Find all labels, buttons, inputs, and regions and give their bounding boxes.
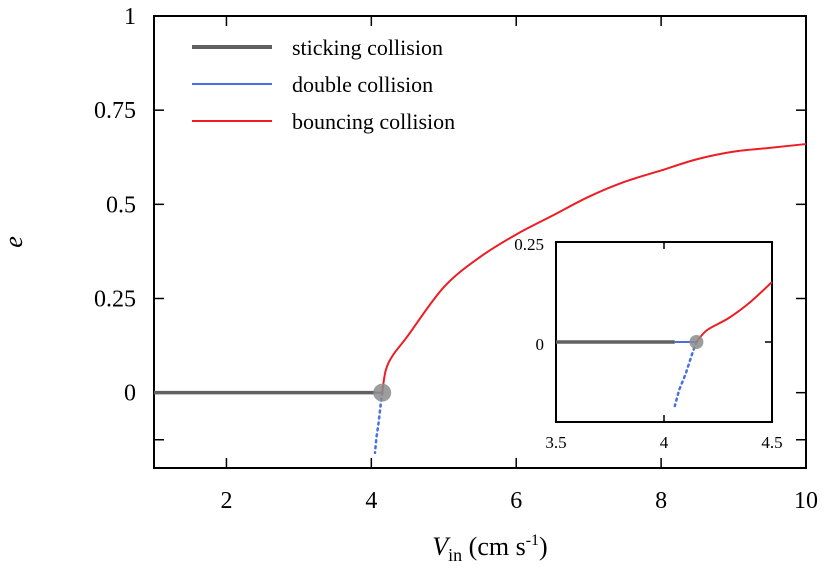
main-x-tick-label: 2	[220, 488, 232, 514]
main-series	[154, 143, 807, 455]
inset-series-double-collision-dotted-branch	[673, 340, 698, 408]
main-y-tick-label: 0	[124, 381, 136, 407]
inset-series	[556, 281, 773, 408]
main-x-tick-label: 8	[655, 488, 667, 514]
main-x-tick-label: 10	[794, 488, 818, 514]
main-y-tick-label: 0.25	[94, 287, 136, 313]
main-series-double-collision-dotted-branch	[373, 391, 384, 455]
main-plot-frame	[153, 15, 807, 469]
main-x-tick-label: 6	[510, 488, 522, 514]
main-critical-point-marker	[373, 383, 392, 402]
inset-y-tick-label: 0	[536, 335, 545, 354]
inset-y-tick-label: 0.25	[514, 235, 544, 254]
inset-frame	[555, 241, 773, 423]
inset-series-bouncing-collision	[695, 281, 773, 343]
main-series-bouncing-collision	[381, 143, 807, 393]
x-axis-label-main: V	[432, 532, 451, 561]
main-y-tick-label: 0.75	[94, 98, 136, 124]
legend-label: bouncing collision	[292, 109, 455, 134]
y-axis-label: e	[0, 236, 28, 248]
main-y-tick-label: 0.5	[106, 192, 136, 218]
main-ticks: 2 4 6 8 10 0 0.25 0.5 0.75 1	[94, 4, 818, 514]
inset-x-tick-label: 4.5	[761, 433, 782, 452]
inset-critical-point-marker	[689, 335, 704, 349]
x-axis-label-units: (cm s	[462, 532, 526, 561]
x-axis-label-close: )	[539, 532, 548, 561]
x-axis-label-sup: -1	[526, 532, 539, 549]
inset-x-tick-label: 3.5	[545, 433, 566, 452]
x-axis-label-sub: in	[448, 545, 462, 565]
inset-x-tick-label: 4	[660, 433, 669, 452]
inset-ticks: 3.5 4 4.5 0 0.25	[514, 235, 782, 452]
legend-label: sticking collision	[292, 35, 443, 60]
main-y-tick-label: 1	[124, 4, 136, 30]
main-x-tick-label: 4	[365, 488, 377, 514]
legend: sticking collision double collision bounci…	[192, 35, 455, 134]
x-axis-label: Vin (cm s-1)	[432, 532, 547, 565]
legend-label: double collision	[292, 72, 433, 97]
